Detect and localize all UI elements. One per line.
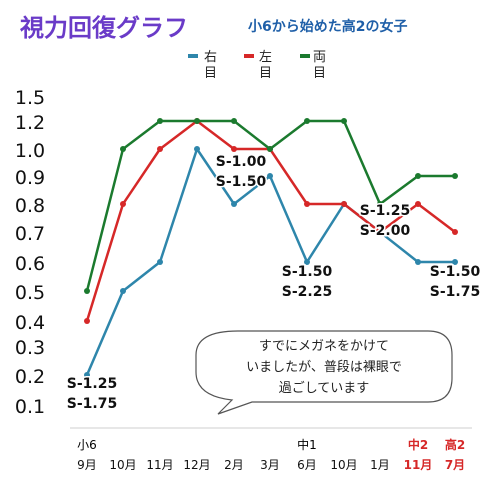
data-point xyxy=(157,259,163,265)
prescription-annotation: S-1.25 xyxy=(360,203,410,219)
data-point xyxy=(415,173,421,179)
legend-item-left: 左 目 xyxy=(244,50,272,81)
x-tick-label: 7月 xyxy=(445,458,465,472)
data-point xyxy=(267,173,273,179)
legend-label-both-1: 両 xyxy=(313,50,326,65)
speech-bubble: すでにメガネをかけて いましたが、普段は裸眼で 過ごしています xyxy=(195,330,453,415)
annotation-layer: S-1.25 S-1.75 S-1.00 S-1.50 S-1.50 S-2.25 S-1.… xyxy=(65,153,480,414)
data-point xyxy=(304,259,310,265)
data-point xyxy=(231,146,237,152)
legend-label-right-1: 右 xyxy=(204,50,217,65)
data-point xyxy=(84,372,90,378)
legend-label-both-2: 目 xyxy=(313,66,326,81)
data-point xyxy=(341,118,347,124)
x-tick-label: 1月 xyxy=(370,458,390,472)
prescription-annotation: S-1.50 xyxy=(430,264,480,280)
series-layer xyxy=(84,118,458,378)
y-tick-label: 1.2 xyxy=(15,112,45,134)
prescription-annotation: S-1.75 xyxy=(67,396,117,412)
y-tick-label: 1.5 xyxy=(15,87,45,109)
prescription-annotation: S-2.00 xyxy=(360,223,411,239)
data-point xyxy=(415,201,421,207)
data-point xyxy=(84,288,90,294)
data-point xyxy=(304,201,310,207)
speech-bubble-line-3: 過ごしています xyxy=(279,380,370,396)
legend-label-right-2: 目 xyxy=(204,66,217,81)
y-tick-label: 0.7 xyxy=(15,223,45,245)
legend: 右 目 左 目 両 目 xyxy=(188,50,326,81)
y-axis-ticks: 1.5 1.2 1.0 0.9 0.8 0.7 0.6 0.5 0.4 0.3 0.2 0.1 xyxy=(15,87,45,418)
y-tick-label: 0.6 xyxy=(15,253,45,275)
prescription-annotation: S-1.75 xyxy=(430,284,480,300)
data-point xyxy=(231,118,237,124)
speech-bubble-line-2: いましたが、普段は裸眼で xyxy=(246,360,402,375)
prescription-annotation: S-2.25 xyxy=(282,284,332,300)
prescription-annotation: S-1.25 xyxy=(67,376,117,392)
data-point xyxy=(304,118,310,124)
prescription-annotation: S-1.00 xyxy=(216,154,267,170)
x-tick-label: 2月 xyxy=(224,458,244,472)
x-tick-label: 3月 xyxy=(260,458,280,472)
prescription-annotation: S-1.50 xyxy=(282,264,333,280)
x-group-label: 高2 xyxy=(445,437,465,452)
data-point xyxy=(452,173,458,179)
y-tick-label: 0.1 xyxy=(15,396,45,418)
data-point xyxy=(157,118,163,124)
speech-bubble-line-1: すでにメガネをかけて xyxy=(259,339,389,354)
data-point xyxy=(341,201,347,207)
y-tick-label: 0.8 xyxy=(15,195,45,217)
legend-label-left-2: 目 xyxy=(259,66,272,81)
y-tick-label: 0.5 xyxy=(15,282,45,304)
series-2 xyxy=(84,118,458,294)
y-tick-label: 0.9 xyxy=(15,167,45,189)
data-point xyxy=(194,118,200,124)
y-tick-label: 0.4 xyxy=(15,312,45,334)
chart-title: 視力回復グラフ xyxy=(20,14,188,42)
data-point xyxy=(377,201,383,207)
legend-label-left-1: 左 xyxy=(259,50,272,65)
data-point xyxy=(415,259,421,265)
data-point xyxy=(377,229,383,235)
data-point xyxy=(120,201,126,207)
legend-item-both: 両 目 xyxy=(300,50,326,81)
data-point xyxy=(120,146,126,152)
speech-bubble-shape xyxy=(195,330,453,415)
y-tick-label: 1.0 xyxy=(15,140,45,162)
chart-subtitle: 小6から始めた高2の女子 xyxy=(248,19,408,35)
x-tick-label: 11月 xyxy=(146,458,173,472)
x-tick-label: 10月 xyxy=(330,458,357,472)
x-tick-label: 11月 xyxy=(404,458,433,472)
legend-item-right: 右 目 xyxy=(188,50,217,81)
x-tick-label: 10月 xyxy=(109,458,136,472)
data-point xyxy=(267,146,273,152)
x-tick-label: 6月 xyxy=(297,458,317,472)
data-point xyxy=(84,318,90,324)
data-point xyxy=(452,229,458,235)
data-point xyxy=(157,146,163,152)
x-group-label: 中2 xyxy=(408,437,428,452)
data-point xyxy=(231,201,237,207)
x-axis-ticks: 9月 10月 11月 12月 2月 3月 6月 10月 1月 11月 7月 小6 中1 中2 高2 xyxy=(77,437,465,472)
x-tick-label: 9月 xyxy=(77,458,97,472)
prescription-annotation: S-1.50 xyxy=(216,174,267,190)
y-tick-label: 0.2 xyxy=(15,366,45,388)
x-group-label: 中1 xyxy=(297,437,317,452)
x-tick-label: 12月 xyxy=(183,458,210,472)
data-point xyxy=(120,288,126,294)
data-point xyxy=(194,146,200,152)
x-group-label: 小6 xyxy=(77,438,97,452)
data-point xyxy=(452,259,458,265)
y-tick-label: 0.3 xyxy=(15,337,45,359)
